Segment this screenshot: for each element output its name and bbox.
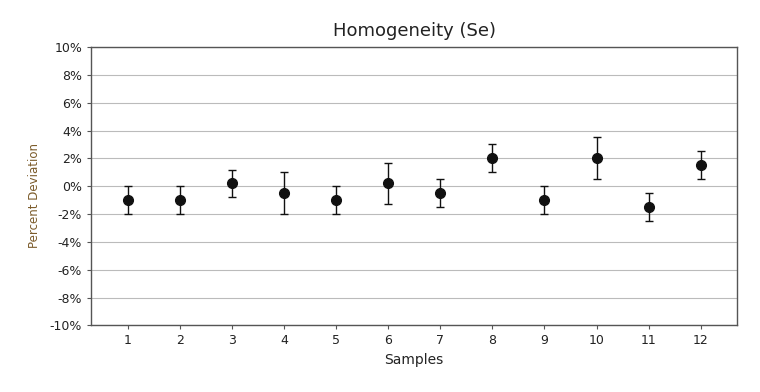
Text: Percent Deviation: Percent Deviation xyxy=(27,143,41,249)
X-axis label: Samples: Samples xyxy=(385,353,444,367)
Title: Homogeneity (Se): Homogeneity (Se) xyxy=(333,22,496,40)
